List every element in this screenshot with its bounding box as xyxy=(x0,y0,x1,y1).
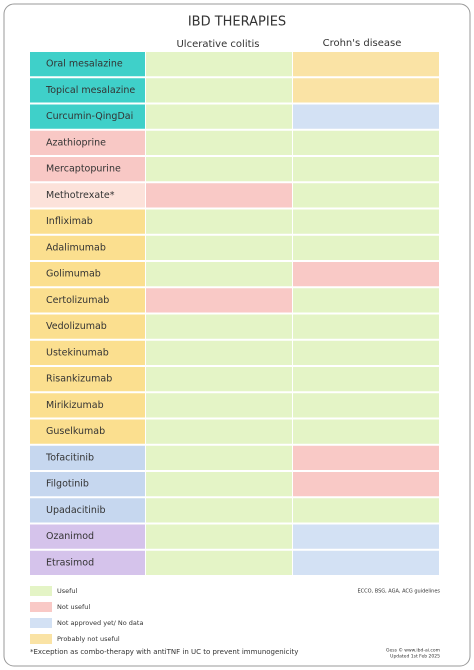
therapy-name: Mercaptopurine xyxy=(46,164,121,175)
legend-label: Not useful xyxy=(57,603,90,611)
therapy-name: Topical mesalazine xyxy=(45,85,135,96)
therapy-cell xyxy=(30,445,145,470)
status-cell xyxy=(146,235,292,260)
legend-swatch xyxy=(30,618,52,628)
therapy-cell xyxy=(30,367,145,392)
therapy-cell xyxy=(30,498,145,523)
therapy-cell xyxy=(30,393,145,418)
status-cell xyxy=(293,209,439,234)
status-cell xyxy=(293,524,439,549)
credit: Gess © www.ibd-ai.com xyxy=(386,647,440,654)
status-cell xyxy=(146,498,292,523)
status-cell xyxy=(293,157,439,182)
status-cell xyxy=(293,183,439,208)
therapy-cell xyxy=(30,104,145,129)
status-cell xyxy=(293,314,439,339)
therapy-name: Etrasimod xyxy=(46,557,94,568)
therapy-name: Filgotinib xyxy=(46,479,89,490)
status-cell xyxy=(293,288,439,313)
status-cell xyxy=(146,78,292,103)
source: ECCO, BSG, AGA, ACG guidelines xyxy=(357,589,440,595)
therapy-cell xyxy=(30,340,145,365)
therapy-cell xyxy=(30,157,145,182)
therapy-name: Ozanimod xyxy=(46,531,94,542)
status-cell xyxy=(146,367,292,392)
status-cell xyxy=(293,235,439,260)
status-cell xyxy=(293,498,439,523)
status-cell xyxy=(293,78,439,103)
column-header: Ulcerative colitis xyxy=(176,39,259,50)
therapy-cell xyxy=(30,235,145,260)
therapy-cell xyxy=(30,52,145,77)
status-cell xyxy=(293,367,439,392)
therapy-name: Golimumab xyxy=(46,269,101,280)
status-cell xyxy=(146,52,292,77)
therapy-name: Azathioprine xyxy=(46,137,106,148)
status-cell xyxy=(146,419,292,444)
therapy-name: Vedolizumab xyxy=(46,321,107,332)
therapy-cell xyxy=(30,130,145,155)
legend-swatch xyxy=(30,634,52,644)
legend-swatch xyxy=(30,602,52,612)
title: IBD THERAPIES xyxy=(188,15,286,30)
therapy-name: Ustekinumab xyxy=(46,347,109,358)
status-cell xyxy=(293,550,439,575)
status-cell xyxy=(146,104,292,129)
therapy-name: Risankizumab xyxy=(46,374,112,385)
legend-label: Not approved yet/ No data xyxy=(57,619,143,627)
status-cell xyxy=(146,130,292,155)
therapy-cell xyxy=(30,78,145,103)
status-cell xyxy=(293,130,439,155)
status-cell xyxy=(146,445,292,470)
footnote: *Exception as combo-therapy with antiTNF… xyxy=(30,648,298,656)
status-cell xyxy=(146,393,292,418)
status-cell xyxy=(293,445,439,470)
status-cell xyxy=(293,419,439,444)
status-cell xyxy=(146,262,292,287)
therapy-name: Methotrexate* xyxy=(46,190,115,201)
therapy-name: Guselkumab xyxy=(46,426,105,437)
status-cell xyxy=(146,550,292,575)
therapy-name: Mirikizumab xyxy=(46,400,104,411)
status-cell xyxy=(293,104,439,129)
status-cell xyxy=(146,472,292,497)
column-header: Crohn's disease xyxy=(323,38,402,49)
therapy-cell xyxy=(30,288,145,313)
legend-swatch xyxy=(30,586,52,596)
credit: Updated 1st Feb 2025 xyxy=(390,654,440,660)
therapy-name: Certolizumab xyxy=(46,295,109,306)
therapy-cell xyxy=(30,183,145,208)
therapy-cell xyxy=(30,209,145,234)
status-cell xyxy=(146,340,292,365)
therapy-name: Curcumin-QingDai xyxy=(46,111,133,122)
therapy-name: Oral mesalazine xyxy=(46,59,123,70)
legend-label: Probably not useful xyxy=(57,635,120,643)
status-cell xyxy=(293,393,439,418)
legend-label: Useful xyxy=(57,587,78,595)
status-cell xyxy=(146,183,292,208)
status-cell xyxy=(146,157,292,182)
status-cell xyxy=(146,209,292,234)
therapy-name: Upadacitinib xyxy=(46,505,106,516)
status-cell xyxy=(293,340,439,365)
therapy-cell xyxy=(30,419,145,444)
status-cell xyxy=(146,524,292,549)
status-cell xyxy=(146,314,292,339)
therapy-name: Tofacitinib xyxy=(45,452,94,463)
status-cell xyxy=(293,262,439,287)
therapy-cell xyxy=(30,314,145,339)
status-cell xyxy=(146,288,292,313)
therapy-name: Adalimumab xyxy=(46,242,106,253)
therapy-cell xyxy=(30,262,145,287)
status-cell xyxy=(293,52,439,77)
status-cell xyxy=(293,472,439,497)
therapy-cell xyxy=(30,524,145,549)
therapy-name: Infliximab xyxy=(46,216,93,227)
therapy-cell xyxy=(30,472,145,497)
therapy-cell xyxy=(30,550,145,575)
